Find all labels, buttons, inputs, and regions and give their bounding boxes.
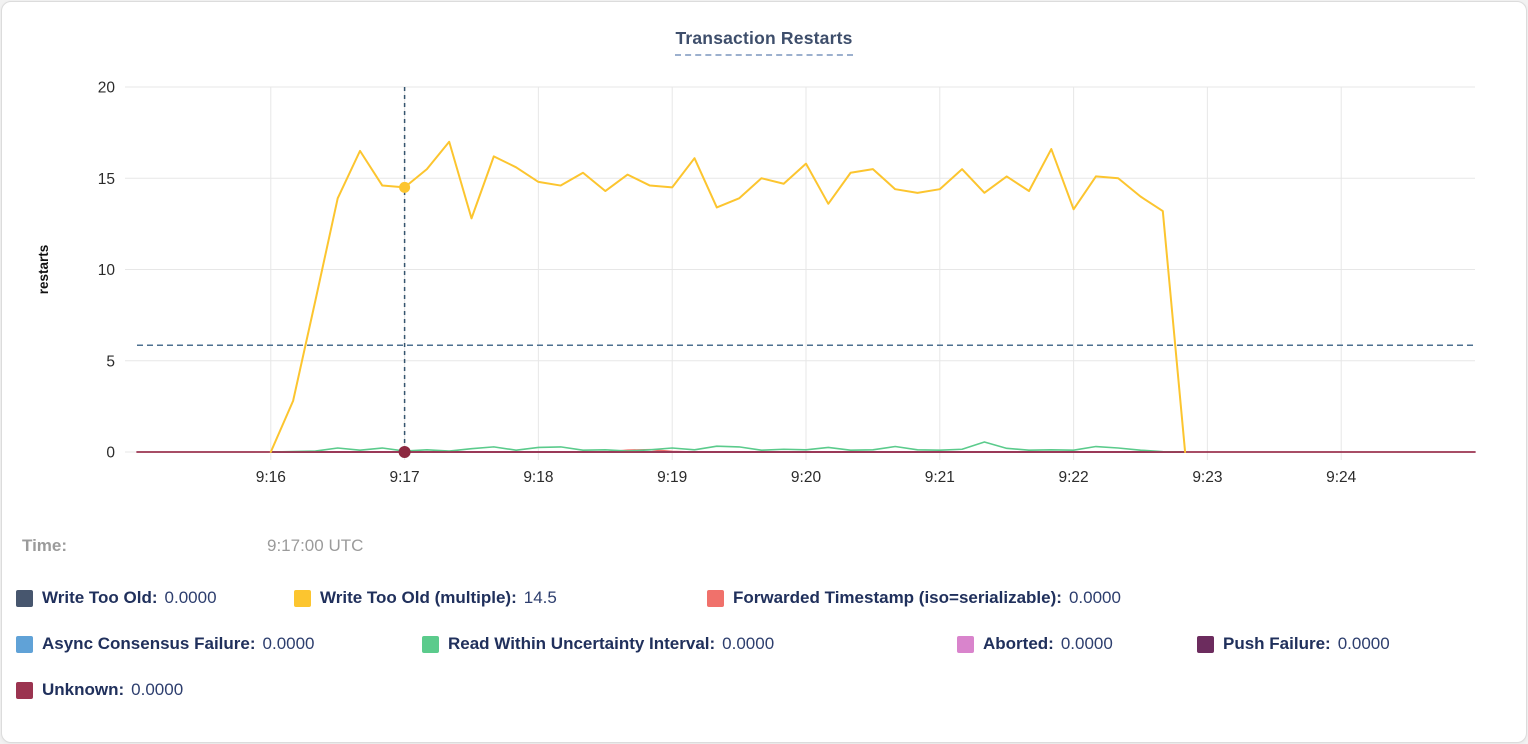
- legend-swatch: [16, 681, 33, 699]
- legend-row: Unknown: 0.0000: [2, 678, 1526, 724]
- legend-item-write-too-old[interactable]: Write Too Old: 0.0000: [16, 586, 217, 610]
- legend-swatch: [1197, 635, 1214, 653]
- crosshair-dot-write-too-old-multiple: [399, 181, 411, 193]
- legend-label: Async Consensus Failure:: [42, 634, 256, 653]
- crosshair-dot-unknown: [398, 446, 411, 458]
- legend-label: Forwarded Timestamp (iso=serializable):: [733, 588, 1062, 607]
- tooltip-time-row: Time: 9:17:00 UTC: [2, 536, 1526, 562]
- legend-item-push-failure[interactable]: Push Failure: 0.0000: [1197, 632, 1390, 656]
- legend-item-unknown[interactable]: Unknown: 0.0000: [16, 678, 183, 702]
- x-axis-label: 9:17: [390, 469, 420, 486]
- y-axis-title: restarts: [36, 245, 51, 295]
- x-axis-label: 9:16: [256, 469, 286, 486]
- y-axis-label: 5: [106, 353, 115, 370]
- legend-item-read-within-uncertainty-interval[interactable]: Read Within Uncertainty Interval: 0.0000: [422, 632, 774, 656]
- series-lines: [136, 140, 1476, 453]
- legend-item-async-consensus-failure[interactable]: Async Consensus Failure: 0.0000: [16, 632, 315, 656]
- legend-label: Write Too Old (multiple):: [320, 588, 517, 607]
- legend-row: Write Too Old: 0.0000 Write Too Old (multi…: [2, 586, 1526, 632]
- legend-item-write-too-old-multiple[interactable]: Write Too Old (multiple): 14.5: [294, 586, 557, 610]
- y-axis-label: 20: [98, 80, 116, 97]
- legend-row: Async Consensus Failure: 0.0000 Read Withi…: [2, 632, 1526, 678]
- x-axis-label: 9:21: [925, 469, 955, 486]
- legend-label: Write Too Old:: [42, 588, 158, 607]
- chart-title[interactable]: Transaction Restarts: [675, 28, 853, 56]
- legend-value: 14.5: [523, 588, 557, 607]
- x-axis-label: 9:22: [1059, 469, 1089, 486]
- series-line-write-too-old-multiple: [269, 140, 1187, 453]
- series-line-read-within-uncertainty-interval: [270, 441, 1186, 453]
- chart-title-wrap: Transaction Restarts: [2, 28, 1526, 56]
- tooltip-time-value: 9:17:00 UTC: [267, 536, 364, 555]
- tooltip-time-label: Time:: [22, 536, 68, 555]
- y-axis-label: 0: [106, 445, 115, 462]
- chart-svg: 0 5 10 15 20 9:16 9:17 9:18 9:19 9:20 9:21 9:22 9:23…: [36, 80, 1476, 487]
- crosshair: [137, 87, 1475, 452]
- legend-value: 0.0000: [722, 634, 775, 653]
- legend-label: Aborted:: [983, 634, 1054, 653]
- x-axis-label: 9:24: [1326, 469, 1357, 486]
- x-axis-label: 9:19: [657, 469, 687, 486]
- chart-canvas[interactable]: 0 5 10 15 20 9:16 9:17 9:18 9:19 9:20 9:21 9:22 9:23…: [2, 62, 1528, 492]
- x-axis-label: 9:18: [523, 469, 553, 486]
- legend-item-aborted[interactable]: Aborted: 0.0000: [957, 632, 1113, 656]
- legend-item-forwarded-timestamp-iso-serializable[interactable]: Forwarded Timestamp (iso=serializable): 0…: [707, 586, 1121, 610]
- legend-label: Push Failure:: [1223, 634, 1331, 653]
- legend-swatch: [422, 635, 439, 653]
- y-axis-label: 10: [98, 262, 116, 279]
- gridlines: [125, 86, 1475, 460]
- legend-value: 0.0000: [262, 634, 315, 653]
- legend-swatch: [16, 589, 33, 607]
- axis-labels: 0 5 10 15 20 9:16 9:17 9:18 9:19 9:20 9:21 9:22 9:23…: [36, 80, 1357, 487]
- legend-swatch: [707, 589, 724, 607]
- legend-label: Read Within Uncertainty Interval:: [448, 634, 716, 653]
- legend-swatch: [16, 635, 33, 653]
- legend-label: Unknown:: [42, 680, 125, 699]
- crosshair-dots: [398, 181, 411, 458]
- legend-value: 0.0000: [1060, 634, 1113, 653]
- legend-swatch: [957, 635, 974, 653]
- x-axis-label: 9:23: [1192, 469, 1222, 486]
- legend-value: 0.0000: [1068, 588, 1121, 607]
- legend-value: 0.0000: [1337, 634, 1390, 653]
- legend-value: 0.0000: [164, 588, 217, 607]
- legend-value: 0.0000: [131, 680, 184, 699]
- x-axis-label: 9:20: [791, 469, 822, 486]
- legend-swatch: [294, 589, 311, 607]
- chart-legend: Write Too Old: 0.0000 Write Too Old (multi…: [2, 586, 1526, 724]
- y-axis-label: 15: [98, 171, 115, 188]
